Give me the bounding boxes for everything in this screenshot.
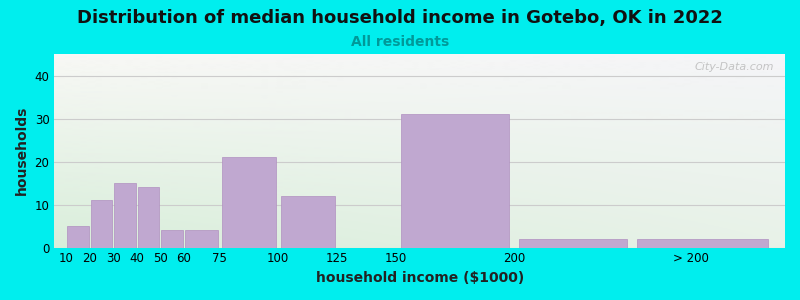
Bar bbox=[114, 183, 136, 248]
Bar bbox=[638, 239, 767, 248]
X-axis label: household income ($1000): household income ($1000) bbox=[315, 271, 524, 285]
Bar bbox=[67, 226, 89, 247]
Bar bbox=[281, 196, 334, 248]
Bar bbox=[90, 200, 112, 247]
Y-axis label: households: households bbox=[15, 106, 29, 196]
Bar bbox=[186, 230, 218, 248]
Bar bbox=[162, 230, 183, 248]
Bar bbox=[401, 114, 510, 248]
Text: Distribution of median household income in Gotebo, OK in 2022: Distribution of median household income … bbox=[77, 9, 723, 27]
Bar bbox=[518, 239, 627, 248]
Text: City-Data.com: City-Data.com bbox=[694, 62, 774, 72]
Bar bbox=[138, 188, 159, 248]
Bar bbox=[222, 157, 276, 248]
Text: All residents: All residents bbox=[351, 34, 449, 49]
